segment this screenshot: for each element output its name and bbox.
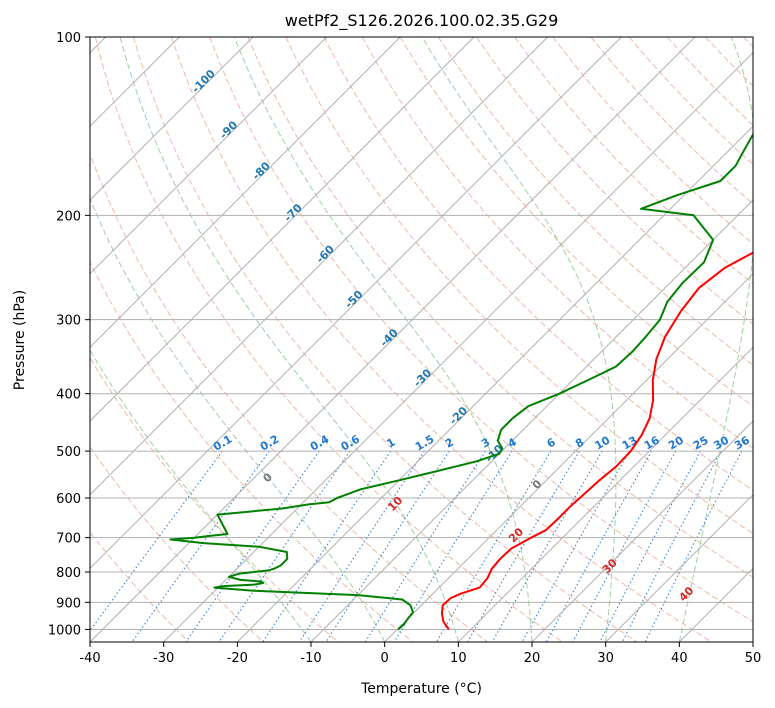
isotherm-gridline (90, 37, 401, 349)
y-tick-label: 700 (56, 532, 81, 547)
isotherm-gridline (457, 346, 753, 642)
x-tick-label: -30 (153, 651, 174, 666)
mixing-ratio-line (298, 450, 425, 642)
isotherm-gridline (531, 420, 753, 642)
x-tick-label: 40 (671, 651, 688, 666)
isotherm-gridline (384, 272, 753, 642)
isotherm-gridline (310, 199, 753, 642)
moist-adiabat-line (678, 37, 753, 642)
y-axis-label: Pressure (hPa) (12, 290, 28, 390)
mixing-ratio-line (325, 450, 450, 642)
dry-adiabat-line (361, 37, 753, 449)
isotherm-gridline (90, 37, 328, 275)
y-tick-label: 200 (56, 209, 81, 224)
moist-adiabat-line (119, 37, 459, 642)
moist-adiabat-line (421, 37, 617, 642)
y-tick-label: 1000 (48, 623, 81, 638)
mixing-ratio-line (621, 450, 722, 642)
axis-ticks: -40 -30 -20 -10 0 10 20 30 40 50 100 200 300 400 500 60… (48, 31, 761, 666)
moist-adiabat-line (90, 197, 386, 642)
isotherm-gridline (90, 37, 622, 570)
x-tick-label: 50 (745, 651, 762, 666)
isotherm-gridline (90, 37, 549, 496)
plot-area: -100-90-80-70-60-50-40-30-20-1000.1 0.2 0.… (90, 37, 753, 642)
y-tick-label: 800 (56, 566, 81, 581)
x-axis-label: Temperature (°C) (360, 681, 482, 697)
dry-adiabat-line (476, 37, 753, 325)
mixing-ratio-line (572, 450, 677, 642)
moist-adiabat-line (90, 349, 312, 642)
x-tick-label: 30 (597, 651, 614, 666)
grid-lines (90, 37, 753, 642)
y-tick-label: 100 (56, 31, 81, 46)
y-tick-label: 900 (56, 596, 81, 611)
mixing-ratio-line (262, 450, 392, 642)
isotherm-gridline (605, 493, 753, 642)
x-tick-label: -10 (300, 651, 321, 666)
profile-lines (169, 132, 753, 631)
x-tick-label: -20 (227, 651, 248, 666)
y-tick-label: 500 (56, 445, 81, 460)
temperature-profile (440, 251, 753, 630)
dry-adiabat-line (285, 37, 753, 535)
mixing-ratio-line (393, 450, 513, 642)
mixing-ratio-line (131, 450, 270, 642)
isotherm-gridline (90, 37, 254, 201)
dry-adiabat-line (399, 37, 753, 407)
isotherm-gridline (163, 51, 753, 642)
dry-adiabat-line (437, 37, 753, 366)
chart-title: wetPf2_S126.2026.100.02.35.G29 (285, 11, 559, 31)
isotherm-gridline (236, 125, 753, 642)
axes-frame (89, 36, 754, 643)
x-tick-label: 0 (381, 651, 389, 666)
y-tick-label: 400 (56, 388, 81, 403)
y-tick-label: 300 (56, 314, 81, 329)
dewpoint-profile (169, 132, 753, 631)
x-tick-label: 20 (524, 651, 541, 666)
y-tick-label: 600 (56, 492, 81, 507)
dry-adiabat-line (247, 37, 753, 578)
isotherm-gridline (90, 37, 475, 422)
x-tick-label: 10 (450, 651, 467, 666)
dry-adiabat-line (514, 37, 753, 285)
x-tick-label: -40 (79, 651, 100, 666)
